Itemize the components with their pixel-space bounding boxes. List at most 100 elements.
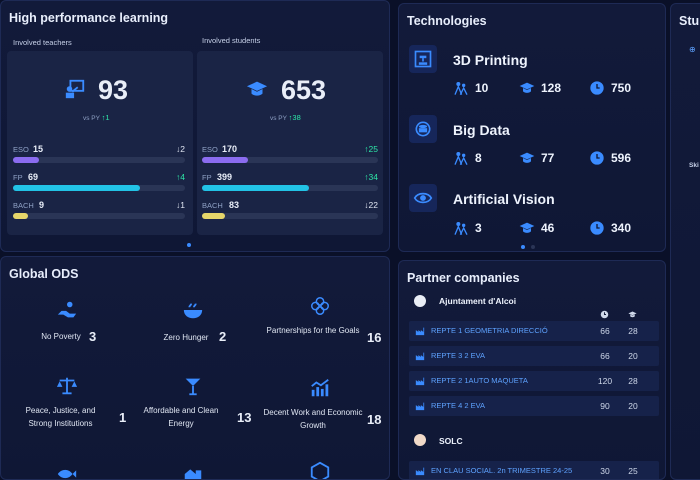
delta-up: ↑25: [364, 144, 378, 154]
teacher-group-icon: [454, 222, 468, 235]
bar-fill: [202, 185, 310, 191]
bar-fill: [13, 185, 141, 191]
bar-track: [13, 185, 185, 191]
growth-chart-icon: [311, 379, 329, 397]
tech-stat-students: 128: [519, 80, 561, 96]
carousel-dot[interactable]: [521, 245, 525, 249]
global-ods-panel: Global ODS No Poverty 3 Zero Hunger 2 Pa…: [0, 256, 390, 480]
ods-item-value: 18: [367, 412, 382, 427]
link-icon[interactable]: ⊕: [689, 45, 696, 54]
clock-icon: [590, 221, 604, 235]
students-label: Involved students: [202, 36, 261, 45]
bar-track: [13, 213, 185, 219]
delta-down: ↓2: [176, 144, 185, 154]
panel-title: Technologies: [407, 14, 487, 28]
project-row[interactable]: REPTE 3 2 EVA 66 20: [409, 346, 659, 366]
project-row[interactable]: REPTE 1 GEOMETRIA DIRECCIÓ 66 28: [409, 321, 659, 341]
graduation-cap-icon: [519, 152, 535, 163]
company-logo: [414, 434, 426, 446]
factory-icon: [415, 327, 425, 336]
teacher-group-icon: [454, 82, 468, 95]
partnership-flower-icon: [311, 297, 329, 315]
project-row[interactable]: REPTE 4 2 EVA 90 20: [409, 396, 659, 416]
ods-item-name: Affordable and Clean Energy: [143, 406, 219, 428]
technologies-panel: Technologies 3D Printing Big Data Artifi…: [398, 3, 666, 252]
company-name[interactable]: SOLC: [439, 436, 463, 446]
clock-icon: [590, 151, 604, 165]
teacher-board-icon: [65, 79, 85, 99]
bar-track: [202, 157, 378, 163]
carousel-dot[interactable]: [531, 245, 535, 249]
partner-companies-panel: Partner companies Ajuntament d'Alcoi REP…: [398, 260, 666, 480]
hand-coin-icon: [57, 301, 77, 318]
graduation-cap-icon: [519, 222, 535, 233]
project-row[interactable]: EN CLAU SOCIAL. 2n TRIMESTRE 24-25 30 25: [409, 461, 659, 479]
bar-fill: [202, 157, 248, 163]
database-icon: [409, 115, 437, 143]
tech-name[interactable]: Artificial Vision: [453, 191, 555, 207]
delta-up: ↑34: [364, 172, 378, 182]
tech-stat-hours: 750: [589, 80, 631, 96]
ods-item-value: 16: [367, 330, 382, 345]
teachers-count: 93: [98, 75, 129, 105]
tech-stat-students: 77: [519, 150, 554, 166]
city-icon: [184, 469, 202, 479]
project-row[interactable]: REPTE 2 1AUTO MAQUETA 120 28: [409, 371, 659, 391]
factory-icon: [415, 402, 425, 411]
ods-item-name: Partnerships for the Goals: [266, 326, 360, 335]
tech-stat-students: 46: [519, 220, 554, 236]
tech-stat-hours: 596: [589, 150, 631, 166]
energy-icon: [185, 378, 201, 396]
bar-track: [13, 157, 185, 163]
cube-icon: [310, 461, 330, 479]
company-name[interactable]: Ajuntament d'Alcoi: [439, 296, 517, 306]
bar-fill: [13, 213, 29, 219]
students-panel: Stu ⊕ Ski: [670, 3, 700, 480]
delta-down: ↓22: [364, 200, 378, 210]
company-logo: [414, 295, 426, 307]
graduation-cap-icon: [519, 82, 535, 93]
fish-icon: [57, 469, 77, 479]
ods-item-value: 1: [119, 410, 127, 425]
students-count: 653: [281, 75, 327, 105]
graduation-cap-icon: [246, 81, 268, 96]
graduation-cap-icon: [628, 311, 637, 318]
food-bowl-icon: [183, 303, 203, 319]
ods-item-name: No Poverty: [41, 332, 81, 341]
scales-icon: [56, 377, 78, 395]
high-performance-panel: High performance learning Involved teach…: [0, 0, 390, 252]
students-vs: vs PY ↑38: [270, 113, 301, 122]
carousel-dot[interactable]: [187, 243, 191, 247]
ods-item-value: 13: [237, 410, 252, 425]
teachers-vs: vs PY ↑1: [83, 113, 110, 122]
panel-title: High performance learning: [9, 11, 169, 25]
factory-icon: [415, 352, 425, 361]
teacher-group-icon: [454, 152, 468, 165]
tech-name[interactable]: Big Data: [453, 122, 510, 138]
factory-icon: [415, 377, 425, 386]
bar-track: [202, 213, 378, 219]
teachers-card[interactable]: 93 vs PY ↑1 ESO 15 ↓2 FP 69 ↑4 BACH 9 ↓1: [7, 51, 193, 235]
printer-3d-icon: [409, 45, 437, 73]
tech-stat-hours: 340: [589, 220, 631, 236]
panel-title: Stu: [679, 14, 700, 28]
delta-up: ↑4: [176, 172, 185, 182]
factory-icon: [415, 467, 425, 476]
panel-title: Partner companies: [407, 271, 520, 285]
tech-stat-teachers: 10: [453, 80, 488, 96]
tech-stat-teachers: 8: [453, 150, 482, 166]
clock-icon: [590, 81, 604, 95]
students-card[interactable]: 653 vs PY ↑38 ESO 170 ↑25 FP 399 ↑34 BAC…: [197, 51, 383, 235]
tech-name[interactable]: 3D Printing: [453, 52, 528, 68]
ods-item-value: 3: [89, 329, 97, 344]
ods-item-name: Peace, Justice, and Strong Institutions: [25, 406, 96, 428]
ods-item-name: Zero Hunger: [163, 333, 209, 342]
skills-label: Ski: [689, 162, 699, 169]
teachers-label: Involved teachers: [13, 38, 72, 47]
ods-item-name: Decent Work and Economic Growth: [263, 408, 363, 430]
ods-item-value: 2: [219, 329, 227, 344]
bar-track: [202, 185, 378, 191]
eye-icon: [409, 184, 437, 212]
bar-fill: [202, 213, 225, 219]
bar-fill: [13, 157, 39, 163]
